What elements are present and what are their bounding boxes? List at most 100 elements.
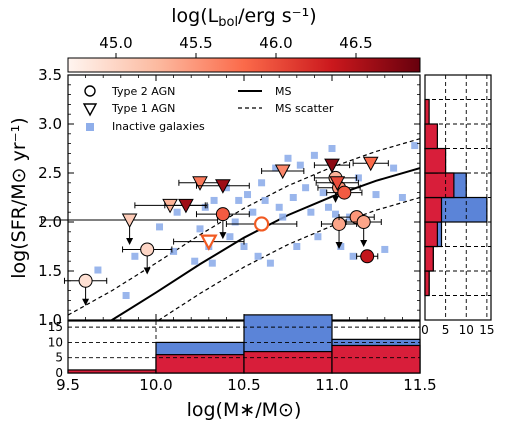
y-hist-tick-label: 15 bbox=[479, 323, 494, 337]
inactive-galaxy-point bbox=[173, 208, 181, 216]
colorbar: log(Lbol/erg s⁻¹) 45.0 45.5 46.0 46.5 bbox=[67, 5, 421, 73]
inactive-galaxy-point bbox=[381, 245, 389, 253]
inactive-galaxy-point bbox=[222, 184, 230, 192]
x-tick-label: 10.0 bbox=[139, 376, 172, 394]
inactive-galaxy-point bbox=[284, 154, 292, 162]
y-hist-agn-bar bbox=[424, 196, 443, 223]
inactive-galaxy-point bbox=[328, 145, 336, 152]
y-hist-agn-bar bbox=[424, 172, 455, 199]
x-tick-label: 11.0 bbox=[315, 376, 348, 394]
x-hist-agn-bar bbox=[331, 344, 421, 374]
colorbar-tick-label: 46.0 bbox=[259, 34, 292, 52]
y-tick-label: 3.5 bbox=[38, 66, 62, 84]
upper-limit-head bbox=[335, 241, 343, 249]
colorbar-ticks: 45.0 45.5 46.0 46.5 bbox=[99, 34, 373, 58]
main-ticks: 1.0 1.5 2.0 2.5 3.0 3.5 bbox=[38, 66, 421, 329]
inactive-galaxy-point bbox=[302, 184, 310, 192]
type1-agn-point bbox=[362, 156, 379, 172]
type1-agn-point bbox=[121, 213, 138, 229]
type2-agn-point bbox=[337, 185, 352, 200]
inactive-galaxy-point bbox=[296, 161, 304, 169]
inactive-galaxy-point bbox=[310, 151, 318, 159]
inactive-galaxy-point bbox=[196, 225, 204, 233]
y-hist-tick-label: 10 bbox=[459, 323, 474, 337]
type1-agn-point bbox=[324, 158, 340, 174]
type2-agn-point bbox=[356, 215, 371, 229]
x-hist-tick-label: 10 bbox=[48, 335, 63, 349]
upper-limit-head bbox=[219, 232, 227, 240]
main-scatter-panel: 1.0 1.5 2.0 2.5 3.0 3.5 Type 2 AGN Type 1 AGN… bbox=[38, 66, 421, 329]
y-tick-label: 1.0 bbox=[38, 311, 62, 329]
type2-agn-point bbox=[360, 249, 375, 264]
inactive-galaxy-point bbox=[337, 243, 345, 250]
colorbar-label: log(Lbol/erg s⁻¹) bbox=[171, 5, 316, 30]
inactive-galaxy-point bbox=[170, 247, 178, 255]
x-hist-agn-bar bbox=[67, 369, 157, 374]
ms-scatter-upper bbox=[68, 138, 420, 316]
type2-agn-point bbox=[215, 207, 230, 222]
type1-agn-point bbox=[215, 179, 231, 194]
inactive-galaxy-point bbox=[279, 213, 287, 221]
agn-series bbox=[41, 156, 389, 306]
y-hist-agn-bar bbox=[424, 221, 438, 248]
inactive-galaxy-point bbox=[208, 259, 216, 267]
inactive-galaxy-point bbox=[319, 189, 327, 197]
y-tick-label: 3.0 bbox=[38, 115, 62, 133]
inactive-galaxy-point bbox=[266, 259, 274, 267]
legend-inactive: Inactive galaxies bbox=[112, 120, 205, 133]
upper-limit-head bbox=[332, 195, 340, 203]
type1-agn-point bbox=[178, 198, 194, 214]
colorbar-tick-label: 46.5 bbox=[339, 34, 372, 52]
inactive-galaxy-point bbox=[314, 233, 322, 241]
inactive-galaxy-point bbox=[354, 174, 362, 182]
upper-limit-head bbox=[126, 238, 134, 246]
colorbar-gradient bbox=[67, 57, 421, 73]
type1-agn-point bbox=[329, 176, 346, 191]
inactive-galaxy-point bbox=[231, 218, 239, 226]
inactive-galaxy-point bbox=[226, 233, 234, 241]
y-tick-label: 2.5 bbox=[38, 164, 62, 182]
ms-scatter-lower bbox=[157, 196, 420, 320]
inactive-galaxy-point bbox=[307, 208, 315, 216]
main-panel-frame bbox=[67, 74, 421, 321]
main-sequence-lines bbox=[68, 138, 420, 320]
upper-limit-head bbox=[360, 240, 368, 247]
type2-agn-point bbox=[254, 216, 270, 232]
y-tick-label: 2.0 bbox=[38, 213, 62, 231]
type2-agn-point bbox=[78, 273, 93, 288]
x-tick-label: 11.5 bbox=[403, 376, 436, 394]
legend-ms-scatter: MS scatter bbox=[275, 102, 334, 115]
y-hist-agn-bar bbox=[424, 270, 430, 297]
x-axis-label: log(M∗/M⊙) bbox=[187, 399, 302, 421]
inactive-galaxy-point bbox=[191, 257, 199, 265]
inactive-galaxy-point bbox=[289, 194, 297, 201]
inactive-galaxy-point bbox=[249, 208, 257, 216]
upper-limit-head bbox=[82, 298, 90, 306]
inactive-galaxy-point bbox=[156, 223, 164, 231]
y-hist-agn-bar bbox=[424, 123, 438, 150]
legend-square-marker bbox=[86, 123, 94, 131]
inactive-galaxy-point bbox=[398, 194, 406, 201]
y-histogram-panel: 0 5 10 15 bbox=[421, 74, 495, 337]
type1-agn-point bbox=[199, 234, 218, 251]
x-tick-label: 9.5 bbox=[56, 376, 80, 394]
legend: Type 2 AGN Type 1 AGN Inactive galaxies … bbox=[82, 85, 334, 133]
legend-circle-marker bbox=[84, 85, 96, 97]
inactive-galaxy-point bbox=[235, 196, 243, 204]
legend-triangle-marker bbox=[82, 103, 98, 117]
inactive-galaxy-point bbox=[411, 142, 419, 150]
inactive-galaxy-point bbox=[261, 196, 269, 204]
inactive-galaxy-point bbox=[131, 252, 139, 260]
y-tick-label: 1.5 bbox=[38, 262, 62, 280]
inactive-galaxy-point bbox=[372, 191, 380, 199]
inactive-galaxy-point bbox=[258, 179, 266, 187]
inactive-galaxy-point bbox=[210, 196, 218, 204]
inactive-galaxy-point bbox=[349, 252, 357, 260]
colorbar-tick-label: 45.5 bbox=[179, 34, 212, 52]
x-hist-tick-label: 15 bbox=[48, 320, 63, 334]
inactive-galaxy-point bbox=[254, 252, 262, 260]
x-tick-label: 10.5 bbox=[227, 376, 260, 394]
